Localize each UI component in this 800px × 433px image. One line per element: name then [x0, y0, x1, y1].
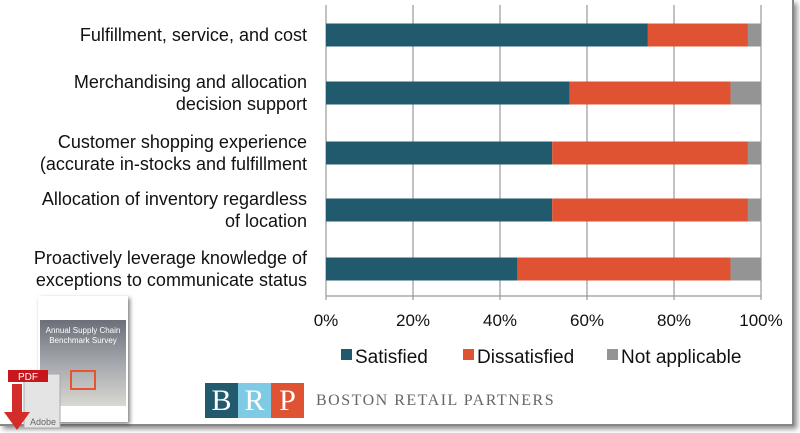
x-tick-label: 0%	[314, 311, 339, 330]
pdf-badge: PDF	[18, 372, 38, 383]
x-tick-label: 80%	[657, 311, 691, 330]
bar-not-applicable	[747, 23, 761, 47]
bar-dissatisfied	[517, 257, 731, 281]
category-label: Fulfillment, service, and cost	[80, 25, 307, 45]
pdf-download-icon[interactable]: PDF Adobe	[4, 368, 62, 430]
x-tick-label: 60%	[570, 311, 604, 330]
bar-dissatisfied	[569, 81, 731, 105]
legend-swatch	[463, 349, 474, 360]
logo-letter-p: P	[271, 383, 304, 418]
bar-satisfied	[326, 198, 553, 222]
category-label: of location	[225, 211, 307, 231]
company-name: BOSTON RETAIL PARTNERS	[316, 392, 556, 409]
bar-satisfied	[326, 23, 648, 47]
adobe-label: Adobe	[30, 417, 56, 427]
legend-label: Satisfied	[355, 347, 428, 368]
category-label: Merchandising and allocation	[74, 72, 307, 92]
bar-satisfied	[326, 257, 518, 281]
bar-dissatisfied	[552, 198, 748, 222]
category-label: Proactively leverage knowledge of	[34, 248, 308, 268]
cover-title: Annual Supply Chain Benchmark Survey	[45, 326, 121, 345]
legend-swatch	[341, 349, 352, 360]
category-label: Allocation of inventory regardless	[42, 189, 307, 209]
x-tick-label: 20%	[396, 311, 430, 330]
bar-satisfied	[326, 141, 553, 165]
category-label: Customer shopping experience	[58, 132, 307, 152]
bar-not-applicable	[730, 257, 761, 281]
legend-label: Dissatisfied	[477, 347, 574, 368]
report-cover-thumbnail[interactable]: Annual Supply Chain Benchmark Survey	[38, 296, 128, 422]
bar-not-applicable	[747, 198, 761, 222]
bar-dissatisfied	[552, 141, 748, 165]
logo-letter-r: R	[238, 383, 271, 418]
x-tick-label: 40%	[483, 311, 517, 330]
brp-logo: B R P	[205, 383, 304, 418]
bar-not-applicable	[747, 141, 761, 165]
x-tick-label: 100%	[739, 311, 782, 330]
logo-letter-b: B	[205, 383, 238, 418]
bar-satisfied	[326, 81, 570, 105]
legend-swatch	[607, 349, 618, 360]
box-icon	[70, 370, 96, 390]
bar-dissatisfied	[647, 23, 748, 47]
legend-label: Not applicable	[621, 347, 741, 368]
category-label: (accurate in-stocks and fulfillment	[40, 154, 307, 174]
category-label: decision support	[176, 94, 307, 114]
bar-not-applicable	[730, 81, 761, 105]
category-label: exceptions to communicate status	[36, 270, 307, 290]
